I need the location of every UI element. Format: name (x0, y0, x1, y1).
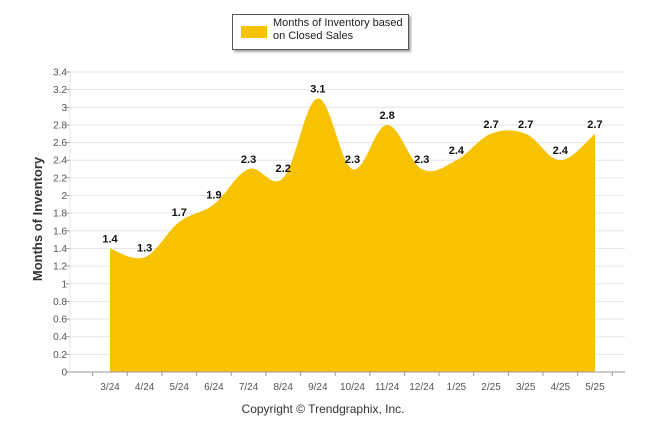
y-axis-title: Months of Inventory (30, 156, 45, 281)
data-label: 1.7 (172, 207, 187, 219)
y-tick-label: 0.2 (53, 350, 67, 361)
data-label: 2.8 (379, 110, 394, 122)
x-tick-label: 2/25 (481, 382, 501, 393)
x-tick-label: 7/24 (239, 382, 259, 393)
data-labels: 1.4 1.3 1.7 1.9 2.3 2.2 3.1 2.3 2.8 2.3 2.4 2.7 2.7 2… (102, 83, 602, 254)
x-tick-label: 9/24 (308, 382, 328, 393)
data-label: 1.9 (206, 189, 221, 201)
data-label: 2.2 (276, 163, 291, 175)
data-label: 2.3 (345, 154, 360, 166)
y-tick-labels: 0 0.2 0.4 0.6 0.8 1 1.2 1.4 1.6 1.8 2 2.2 2.4 2.6 2.8 3… (53, 68, 67, 379)
x-tick-label: 3/25 (516, 382, 536, 393)
x-tick-label: 4/25 (551, 382, 571, 393)
data-label: 3.1 (310, 83, 325, 95)
x-tick-label: 3/24 (100, 382, 120, 393)
legend-swatch (241, 26, 267, 38)
y-tick-label: 0.6 (53, 315, 67, 326)
legend: Months of Inventory based on Closed Sale… (232, 14, 409, 50)
y-tick-label: 2.2 (53, 173, 67, 184)
y-tick-label: 3.4 (53, 68, 67, 79)
y-tick-label: 0.8 (53, 297, 67, 308)
y-tick-label: 2.4 (53, 156, 67, 167)
copyright-credit: Copyright © Trendgraphix, Inc. (241, 402, 405, 416)
x-tick-label: 1/25 (447, 382, 467, 393)
x-tick-label: 10/24 (340, 382, 365, 393)
y-tick-label: 0 (61, 368, 67, 379)
data-label: 2.7 (587, 119, 602, 131)
x-tick-label: 11/24 (375, 382, 400, 393)
data-label: 2.7 (483, 119, 498, 131)
y-tick-label: 1.8 (53, 209, 67, 220)
data-label: 2.3 (414, 154, 429, 166)
data-label: 1.3 (137, 242, 152, 254)
data-label: 2.4 (449, 145, 465, 157)
x-tick-label: 8/24 (273, 382, 293, 393)
data-label: 2.3 (241, 154, 256, 166)
data-label: 1.4 (102, 233, 118, 245)
legend-label: Months of Inventory based on Closed Sale… (273, 17, 403, 42)
data-label: 2.4 (553, 145, 569, 157)
x-tick-label: 5/25 (585, 382, 605, 393)
y-tick-label: 1.6 (53, 226, 67, 237)
x-tick-label: 4/24 (135, 382, 155, 393)
y-tick-label: 0.4 (53, 332, 67, 343)
y-tick-label: 1.4 (53, 244, 67, 255)
data-label: 2.7 (518, 119, 533, 131)
y-tick-label: 2 (61, 191, 67, 202)
y-tick-label: 3 (61, 103, 67, 114)
x-tick-labels: 3/24 4/24 5/24 6/24 7/24 8/24 9/24 10/24 11/24 12… (92, 372, 613, 393)
y-tick-label: 1.2 (53, 262, 67, 273)
y-tick-label: 2.6 (53, 138, 67, 149)
series-area (110, 98, 595, 372)
y-tick-label: 1 (61, 279, 67, 290)
x-tick-label: 12/24 (409, 382, 434, 393)
x-tick-label: 6/24 (204, 382, 224, 393)
y-tick-label: 3.2 (53, 85, 67, 96)
x-tick-label: 5/24 (170, 382, 190, 393)
y-tick-label: 2.8 (53, 120, 67, 131)
